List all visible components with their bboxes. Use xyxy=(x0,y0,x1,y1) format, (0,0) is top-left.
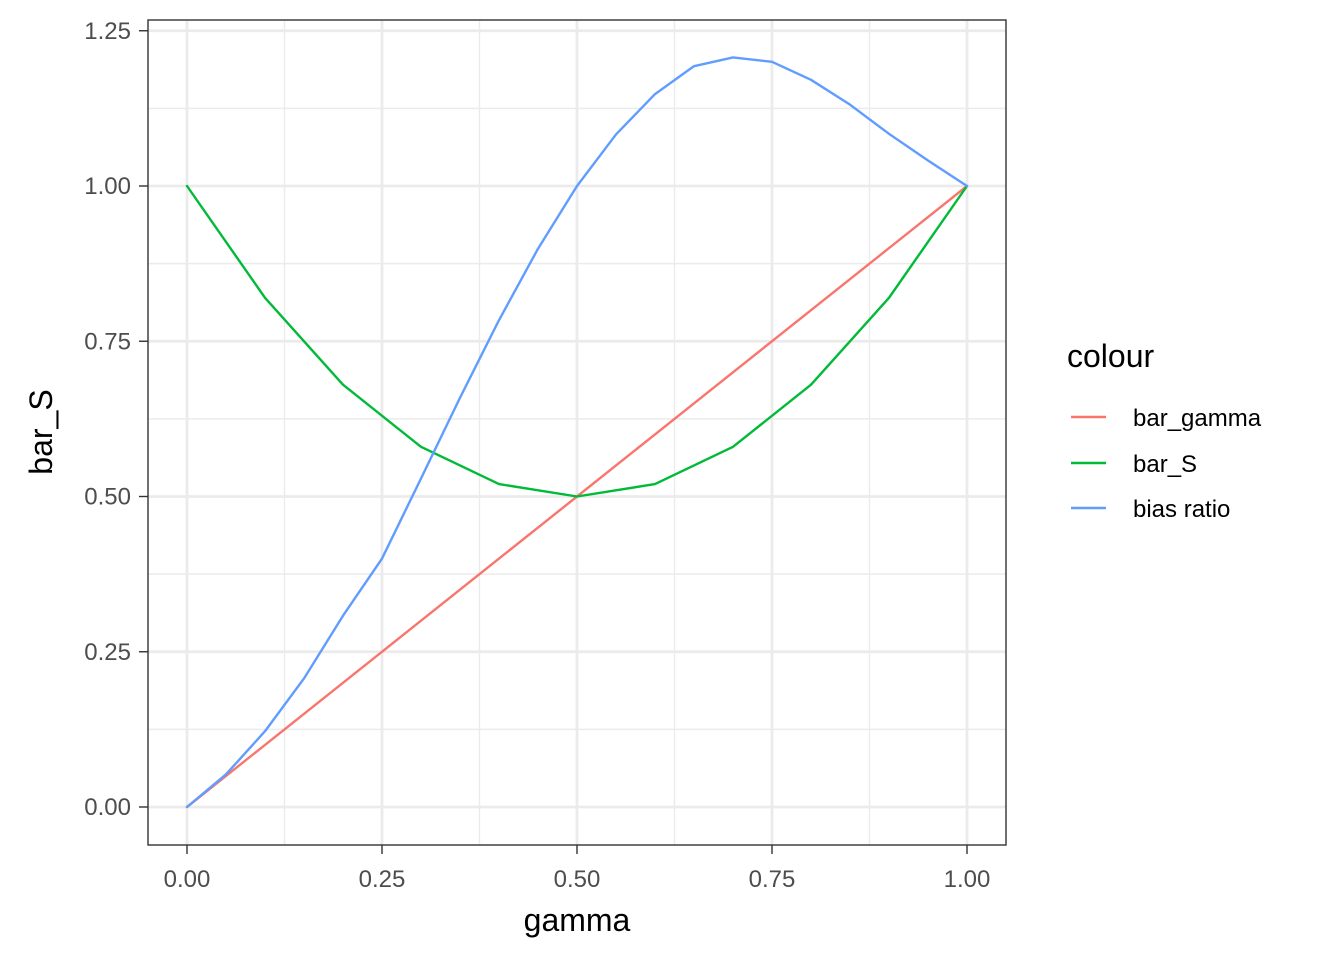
x-tick-label: 0.50 xyxy=(554,866,601,893)
y-tick-label: 0.00 xyxy=(84,794,131,821)
x-tick-label: 1.00 xyxy=(944,866,991,893)
x-tick-label: 0.75 xyxy=(749,866,796,893)
x-tick-label: 0.00 xyxy=(164,866,211,893)
x-tick-label: 0.25 xyxy=(359,866,406,893)
series-line-bias-ratio xyxy=(185,56,969,809)
y-axis: 0.00 0.25 0.50 0.75 1.00 1.25 xyxy=(84,18,148,821)
y-tick-label: 0.75 xyxy=(84,328,131,355)
legend-title: colour xyxy=(1067,338,1155,374)
y-axis-title: bar_S xyxy=(23,389,59,474)
legend-label: bar_S xyxy=(1133,451,1197,478)
legend-label: bar_gamma xyxy=(1133,405,1262,432)
y-tick-label: 1.00 xyxy=(84,173,131,200)
x-axis-title: gamma xyxy=(524,902,631,938)
x-axis: 0.00 0.25 0.50 0.75 1.00 xyxy=(164,845,991,893)
y-tick-label: 0.50 xyxy=(84,484,131,511)
y-tick-label: 1.25 xyxy=(84,18,131,45)
legend-label: bias ratio xyxy=(1133,496,1230,523)
series-line-bar-s xyxy=(185,184,969,498)
series-lines xyxy=(185,56,969,809)
y-tick-label: 0.25 xyxy=(84,639,131,666)
